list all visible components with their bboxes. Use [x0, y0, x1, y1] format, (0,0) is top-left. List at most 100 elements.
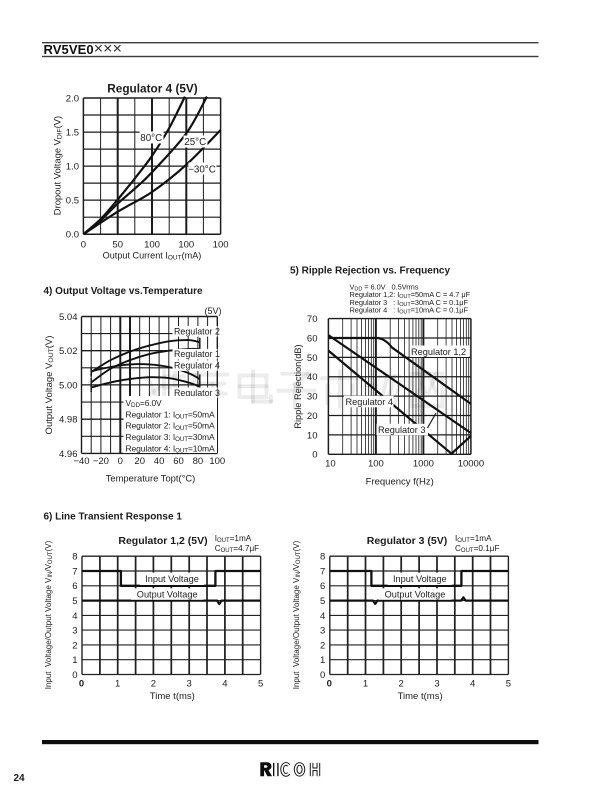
svg-text:1.0: 1.0 — [66, 162, 79, 173]
svg-text:−30°C: −30°C — [188, 164, 216, 175]
svg-text:Ripple Rejection(dB): Ripple Rejection(dB) — [293, 344, 303, 428]
svg-text:Output Voltage: Output Voltage — [385, 590, 446, 600]
svg-text:Regulator 4: Regulator 4 — [346, 397, 394, 407]
svg-text:10: 10 — [325, 458, 336, 469]
svg-text:80°C: 80°C — [140, 133, 162, 144]
svg-text:6) Line Transient Response 1: 6) Line Transient Response 1 — [44, 512, 183, 523]
svg-text:Regulator 1: Regulator 1 — [174, 349, 220, 359]
svg-text:Regulator 4 : IOUT=10mA C =: Regulator 4 : IOUT=10mA C = 0.1μF — [350, 306, 469, 316]
svg-text:(5V): (5V) — [204, 306, 221, 316]
svg-text:5: 5 — [320, 596, 325, 607]
svg-text:1: 1 — [363, 678, 368, 689]
svg-text:4.98: 4.98 — [59, 415, 78, 426]
svg-text:0: 0 — [320, 670, 325, 681]
svg-text:Input Voltage: Input Voltage — [145, 574, 199, 584]
svg-text:20: 20 — [134, 456, 145, 467]
svg-text:7: 7 — [72, 566, 77, 577]
svg-text:Frequency f(Hz): Frequency f(Hz) — [366, 477, 434, 488]
svg-text:0.5: 0.5 — [66, 196, 79, 207]
svg-text:5.04: 5.04 — [59, 312, 78, 323]
svg-text:60: 60 — [307, 333, 318, 344]
svg-text:20: 20 — [307, 411, 318, 422]
svg-text:5: 5 — [506, 678, 511, 689]
svg-text:1: 1 — [72, 655, 77, 666]
svg-text:Regulator 1,2 (5V): Regulator 1,2 (5V) — [118, 535, 207, 547]
svg-text:Output Voltage: Output Voltage — [137, 590, 198, 600]
svg-text:Regulator 4: IOUT=10mA: Regulator 4: IOUT=10mA — [126, 444, 216, 455]
svg-text:2.0: 2.0 — [66, 93, 79, 104]
svg-text:1: 1 — [320, 655, 325, 666]
svg-text:Output Current IOUT(mA): Output Current IOUT(mA) — [103, 251, 202, 262]
svg-text:1000: 1000 — [413, 458, 434, 469]
svg-text:24: 24 — [14, 773, 26, 784]
svg-text:80: 80 — [193, 456, 204, 467]
svg-text:Regulator 3: Regulator 3 — [378, 425, 426, 435]
svg-text:4: 4 — [72, 611, 77, 622]
svg-text:0: 0 — [118, 456, 123, 467]
svg-text:Time t(ms): Time t(ms) — [150, 691, 195, 702]
svg-text:25°C: 25°C — [184, 137, 206, 148]
svg-text:60: 60 — [173, 456, 184, 467]
svg-text:4.96: 4.96 — [59, 449, 78, 460]
svg-text:3: 3 — [320, 626, 325, 637]
svg-text:8: 8 — [72, 552, 77, 563]
svg-text:5.00: 5.00 — [59, 380, 78, 391]
svg-text:0: 0 — [81, 240, 86, 251]
svg-text:8: 8 — [320, 552, 325, 563]
svg-text:3: 3 — [434, 678, 439, 689]
svg-text:4: 4 — [222, 678, 227, 689]
svg-text:0: 0 — [79, 678, 84, 689]
svg-text:Regulator 3: Regulator 3 — [174, 388, 220, 398]
svg-text:4: 4 — [470, 678, 475, 689]
svg-text:Regulator 1: IOUT=50mA: Regulator 1: IOUT=50mA — [126, 409, 216, 420]
svg-text:Regulator 2: Regulator 2 — [174, 326, 220, 336]
svg-text:Regulator 3 (5V): Regulator 3 (5V) — [367, 535, 448, 547]
svg-text:100: 100 — [213, 240, 229, 251]
svg-text:6: 6 — [320, 581, 325, 592]
svg-text:VDD = 6.0V 0.5Vrms: VDD = 6.0V 0.5Vrms — [350, 283, 419, 293]
svg-text:2: 2 — [72, 640, 77, 651]
svg-text:COUT=4.7μF: COUT=4.7μF — [215, 544, 259, 554]
svg-text:−20: −20 — [93, 456, 109, 467]
svg-text:VDD=6.0V: VDD=6.0V — [126, 398, 163, 409]
svg-text:1: 1 — [115, 678, 120, 689]
svg-text:Output Voltage VOUT(V): Output Voltage VOUT(V) — [44, 336, 55, 435]
svg-text:2: 2 — [320, 640, 325, 651]
svg-text:40: 40 — [154, 456, 165, 467]
svg-text:10000: 10000 — [458, 458, 484, 469]
svg-text:Regulator 2: IOUT=50mA: Regulator 2: IOUT=50mA — [126, 421, 216, 432]
svg-text:10: 10 — [307, 430, 318, 441]
svg-text:IOUT=1mA: IOUT=1mA — [215, 534, 252, 544]
svg-text:1.5: 1.5 — [66, 128, 79, 139]
svg-text:0.0: 0.0 — [66, 230, 79, 241]
svg-text:2: 2 — [151, 678, 156, 689]
svg-text:Regulator 1,2: IOUT=50mA C = 4: Regulator 1,2: IOUT=50mA C = 4.7 μF — [350, 290, 471, 300]
svg-text:7: 7 — [320, 566, 325, 577]
svg-text:50: 50 — [112, 240, 123, 251]
svg-text:0: 0 — [327, 678, 332, 689]
svg-text:RV5VE0×××: RV5VE0××× — [44, 41, 123, 58]
svg-text:Regulator 3: IOUT=30mA: Regulator 3: IOUT=30mA — [126, 432, 216, 443]
svg-text:0: 0 — [72, 670, 77, 681]
svg-text:100: 100 — [144, 240, 160, 251]
svg-text:COUT=0.1μF: COUT=0.1μF — [455, 544, 499, 554]
svg-text:Input Voltage/Output Voltage: Input Voltage/Output Voltage VIN/VOUT(V) — [44, 540, 54, 689]
svg-text:0: 0 — [312, 450, 317, 461]
svg-text:50: 50 — [307, 353, 318, 364]
svg-text:IOUT=1mA: IOUT=1mA — [455, 534, 492, 544]
svg-text:Dropout Voltage VDIF(V): Dropout Voltage VDIF(V) — [52, 116, 64, 215]
svg-text:Regulator 4 (5V): Regulator 4 (5V) — [107, 82, 198, 96]
svg-text:2: 2 — [399, 678, 404, 689]
svg-text:4) Output Voltage vs.Temperatu: 4) Output Voltage vs.Temperature — [44, 286, 204, 297]
svg-text:100: 100 — [178, 240, 194, 251]
svg-text:3: 3 — [72, 626, 77, 637]
svg-text:4: 4 — [320, 611, 325, 622]
svg-text:40: 40 — [307, 372, 318, 383]
svg-text:Regulator 4: Regulator 4 — [174, 361, 220, 371]
svg-text:Regulator 3 : IOUT=30mA C =: Regulator 3 : IOUT=30mA C = 0.1μF — [350, 298, 469, 308]
svg-text:100: 100 — [368, 458, 384, 469]
svg-text:5) Ripple Rejection vs. Freque: 5) Ripple Rejection vs. Frequency — [290, 266, 450, 277]
svg-text:Temperature Topt(°C): Temperature Topt(°C) — [106, 473, 196, 484]
svg-text:70: 70 — [307, 314, 318, 325]
svg-text:5: 5 — [258, 678, 263, 689]
